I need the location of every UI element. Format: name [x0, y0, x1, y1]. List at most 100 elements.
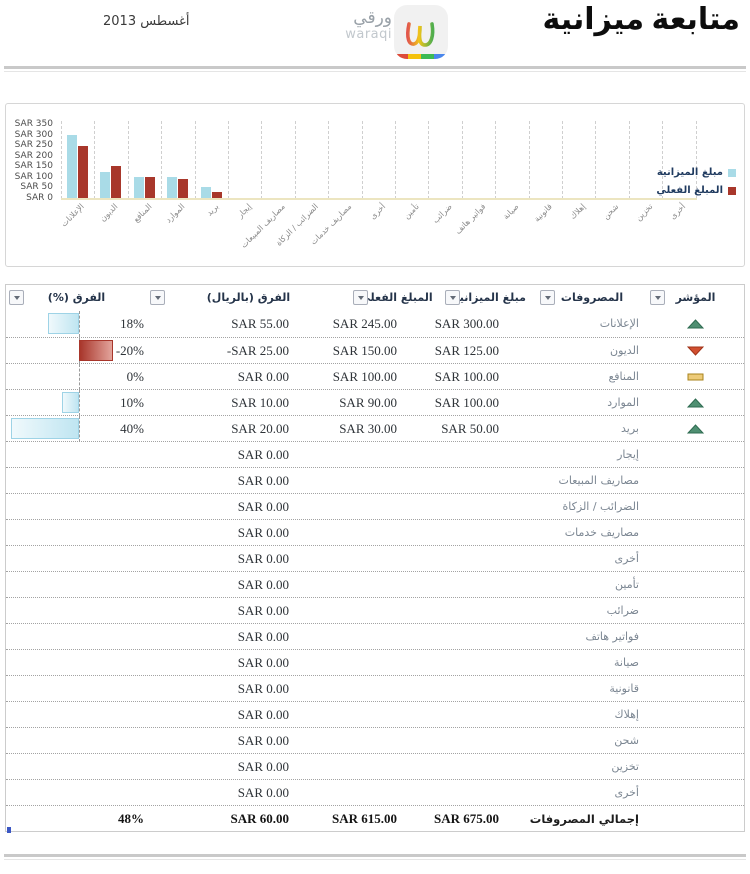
bar-actual: [144, 177, 155, 198]
bar-budget: [133, 177, 144, 198]
chart-gridline: [528, 121, 530, 199]
chart-gridline: [94, 121, 96, 199]
cell-category: قانونية: [609, 682, 639, 695]
cell-diff: SAR 0.00: [147, 494, 350, 520]
cell-diff: SAR 0.00: [147, 572, 350, 598]
cell-category: فواتير هاتف: [585, 630, 639, 643]
cell-actual: [350, 780, 442, 806]
cell-budget: [442, 676, 537, 702]
cell-category: أخرى: [614, 552, 639, 565]
table-row: تخزين SAR 0.00: [6, 753, 744, 779]
table-row: المنافع SAR 100.00 SAR 100.00 SAR 0.00 0%: [6, 363, 744, 390]
x-axis-label-text: إيجار: [235, 202, 254, 220]
cell-category: الديون: [609, 344, 639, 357]
indicator-down-icon: [686, 346, 705, 356]
cell-indicator: [647, 520, 744, 546]
chart-gridline: [595, 121, 597, 199]
chart-gridline: [294, 121, 296, 199]
x-axis-label-text: بريد: [204, 202, 220, 218]
filter-dropdown-budget[interactable]: [445, 290, 460, 305]
cell-diff: SAR 20.00: [147, 416, 350, 442]
filter-dropdown-actual[interactable]: [353, 290, 368, 305]
cell-diff: SAR 60.00: [147, 806, 350, 832]
waraqi-wordmark: ورقي waraqi: [318, 9, 392, 42]
cell-pct: [6, 624, 147, 650]
column-header-budget: مبلغ الميزانية: [442, 285, 537, 311]
cell-pct: [6, 468, 147, 494]
chart-legend: مبلغ الميزانية المبلغ الفعلي: [656, 167, 736, 203]
cell-actual: [350, 624, 442, 650]
x-axis-label-text: الإعلانات: [59, 202, 87, 229]
cell-indicator: [647, 780, 744, 806]
x-axis-label-text: أخرى: [367, 202, 387, 221]
bar-actual: [178, 179, 189, 198]
column-label-budget: مبلغ الميزانية: [453, 291, 526, 304]
selection-corner-mark: [7, 827, 11, 833]
cell-indicator: [647, 598, 744, 624]
cell-actual: SAR 615.00: [332, 806, 442, 832]
filter-dropdown-diff[interactable]: [150, 290, 165, 305]
x-axis-label-text: قانونية: [532, 202, 554, 224]
cell-budget: [442, 624, 537, 650]
table-row: أخرى SAR 0.00: [6, 545, 744, 571]
filter-dropdown-indicator[interactable]: [650, 290, 665, 305]
cell-value: 40%: [120, 421, 144, 436]
cell-value: SAR 60.00: [230, 811, 289, 826]
filter-dropdown-pct[interactable]: [9, 290, 24, 305]
cell-value: SAR 0.00: [237, 525, 289, 540]
cell-indicator: [647, 442, 744, 468]
table-row: شحن SAR 0.00: [6, 727, 744, 753]
cell-value: SAR 0.00: [237, 759, 289, 774]
cell-pct: [6, 728, 147, 754]
bar-budget: [100, 172, 111, 198]
cell-indicator: [647, 728, 744, 754]
cell-category: إهلاك: [614, 708, 640, 721]
cell-pct: [6, 676, 147, 702]
cell-budget: SAR 50.00: [441, 416, 537, 442]
pct-databar: [79, 340, 113, 361]
cell-value: SAR 0.00: [237, 655, 289, 670]
chart-gridline: [461, 121, 463, 199]
cell-value: 10%: [120, 395, 144, 410]
cell-indicator: [647, 416, 744, 442]
x-axis-label-text: شحن: [601, 202, 621, 222]
budget-chart: SAR 350 SAR 300 SAR 250 SAR 200 SAR 150 SAR 1…: [5, 103, 745, 267]
cell-indicator: [647, 546, 744, 572]
bar-budget: [167, 177, 178, 198]
cell-actual: [350, 702, 442, 728]
cell-diff: SAR 0.00: [147, 520, 350, 546]
column-label-category: المصروفات: [560, 291, 624, 304]
bar-actual: [211, 192, 222, 198]
report-date: أغسطس 2013: [103, 14, 190, 29]
filter-dropdown-category[interactable]: [540, 290, 555, 305]
legend-label-budget: مبلغ الميزانية: [656, 167, 723, 178]
column-label-pct: الفرق (%): [47, 291, 106, 304]
column-label-diff: الفرق (بالريال): [206, 291, 291, 304]
cell-category: إيجار: [617, 448, 639, 461]
cell-diff: SAR 55.00: [147, 311, 350, 337]
databar-axis: [79, 390, 80, 416]
cell-diff: SAR 0.00: [147, 754, 350, 780]
cell-category: مصاريف خدمات: [564, 526, 639, 539]
cell-value: -20%: [115, 343, 144, 358]
chart-gridline: [628, 121, 630, 199]
cell-budget: [442, 754, 537, 780]
cell-indicator: [647, 572, 744, 598]
cell-value: SAR 0.00: [237, 577, 289, 592]
cell-value: SAR 300.00: [434, 316, 499, 331]
cell-pct: 0%: [6, 364, 147, 390]
waraqi-logo-icon: [393, 4, 449, 64]
cell-category: الإعلانات: [599, 317, 639, 330]
cell-actual: [350, 442, 442, 468]
column-header-category: المصروفات: [537, 285, 647, 311]
chart-gridline: [228, 121, 229, 199]
cell-pct: [6, 598, 147, 624]
cell-actual: [350, 494, 442, 520]
cell-indicator: [647, 390, 744, 416]
legend-swatch-budget: [728, 168, 736, 177]
cell-value: SAR 0.00: [237, 473, 289, 488]
cell-diff: SAR 0.00: [147, 598, 350, 624]
x-axis-label-text: الديون: [98, 202, 120, 224]
cell-actual: SAR 30.00: [339, 416, 442, 442]
x-axis-label-text: المنافع: [131, 202, 154, 225]
